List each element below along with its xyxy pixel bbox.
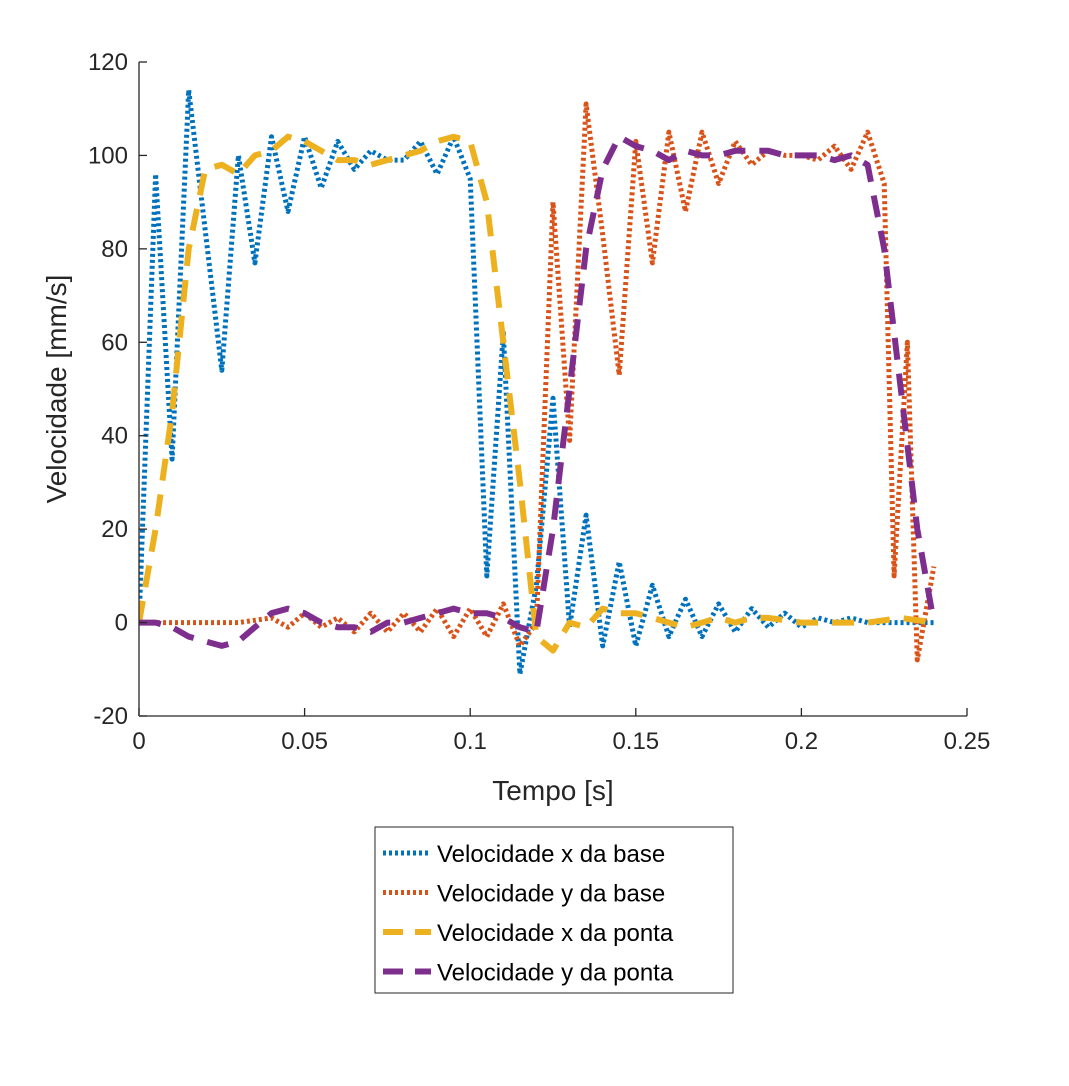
y-tick-label: 0 [115,610,128,637]
y-tick-label: 20 [101,516,128,543]
series-group [139,87,937,677]
series-line-4 [139,133,937,649]
legend-label-1: Velocidade x da base [437,841,665,868]
series-line-2 [139,101,937,663]
legend-box [374,826,734,994]
legend-label-2: Velocidade y da base [437,881,665,908]
y-axis-label: Velocidade [mm/s] [41,275,72,504]
y-tick-label: 120 [88,49,128,76]
series-line-3 [139,133,935,654]
legend-label-4: Velocidade y da ponta [437,960,674,987]
y-tick-label: 40 [101,423,128,450]
x-ticks: 0 0.05 0.1 0.15 0.2 0.25 [132,708,990,755]
x-tick-label: 0.25 [944,728,991,755]
x-tick-label: 0.15 [612,728,659,755]
axes [138,62,967,717]
y-ticks: -20 0 20 40 60 80 100 120 [88,49,147,730]
y-tick-label: 100 [88,142,128,169]
legend: Velocidade x da base Velocidade y da base… [374,826,734,994]
x-tick-label: 0.2 [785,728,818,755]
series-line-1 [139,87,934,677]
x-tick-label: 0 [132,728,145,755]
y-tick-label: -20 [93,703,128,730]
y-tick-label: 60 [101,329,128,356]
legend-label-3: Velocidade x da ponta [437,920,674,947]
y-tick-label: 80 [101,236,128,263]
x-tick-label: 0.1 [454,728,487,755]
x-axis-label: Tempo [s] [492,775,613,806]
x-tick-label: 0.05 [281,728,328,755]
